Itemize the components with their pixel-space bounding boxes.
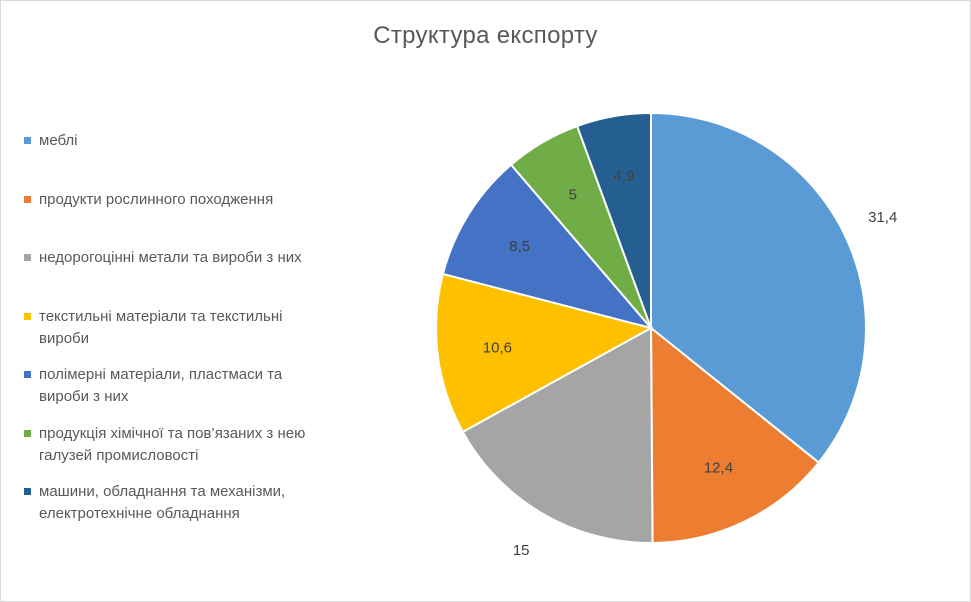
chart-title: Структура експорту — [373, 22, 598, 49]
legend-item-0: меблі — [24, 130, 324, 152]
pie-slice-4 — [441, 163, 654, 330]
legend-swatch-5 — [24, 430, 31, 437]
legend-label-2: недорогоцінні метали та вироби з них — [39, 249, 302, 266]
legend-label-4: полімерні матеріали, пластмаси та вироби… — [39, 366, 283, 405]
pie-slice-1 — [649, 325, 821, 545]
legend-swatch-1 — [24, 196, 31, 203]
pie-slice-3 — [435, 272, 654, 434]
legend-label-5: продукція хімічної та пов’язаних з нею г… — [39, 425, 306, 464]
legend-item-5: продукція хімічної та пов’язаних з нею г… — [24, 423, 324, 467]
legend-swatch-3 — [24, 313, 31, 320]
legend-item-2: недорогоцінні метали та вироби з них — [24, 247, 324, 269]
legend-label-3: текстильні матеріали та текстильні вироб… — [39, 308, 283, 347]
legend-swatch-2 — [24, 254, 31, 261]
data-label-4: 8,5 — [509, 238, 530, 255]
data-label-2: 15 — [513, 542, 530, 559]
legend-swatch-4 — [24, 371, 31, 378]
legend-label-1: продукти рослинного походження — [39, 191, 274, 208]
data-label-1: 12,4 — [704, 459, 733, 476]
pie-slice-2 — [461, 326, 654, 544]
data-label-5: 5 — [569, 186, 577, 203]
legend-item-3: текстильні матеріали та текстильні вироб… — [24, 306, 324, 350]
data-label-3: 10,6 — [483, 339, 512, 356]
legend-item-1: продукти рослинного походження — [24, 189, 324, 211]
legend-label-6: машини, обладнання та механізми, електро… — [39, 483, 286, 522]
pie-slice-6 — [575, 111, 652, 329]
legend-swatch-6 — [24, 488, 31, 495]
legend-swatch-0 — [24, 137, 31, 144]
legend-label-0: меблі — [39, 132, 78, 149]
legend-item-4: полімерні матеріали, пластмаси та вироби… — [24, 364, 324, 408]
pie-slice-0 — [650, 111, 867, 464]
legend-item-6: машини, обладнання та механізми, електро… — [24, 481, 324, 525]
data-label-6: 4,9 — [614, 168, 635, 185]
data-label-0: 31,4 — [868, 209, 897, 226]
